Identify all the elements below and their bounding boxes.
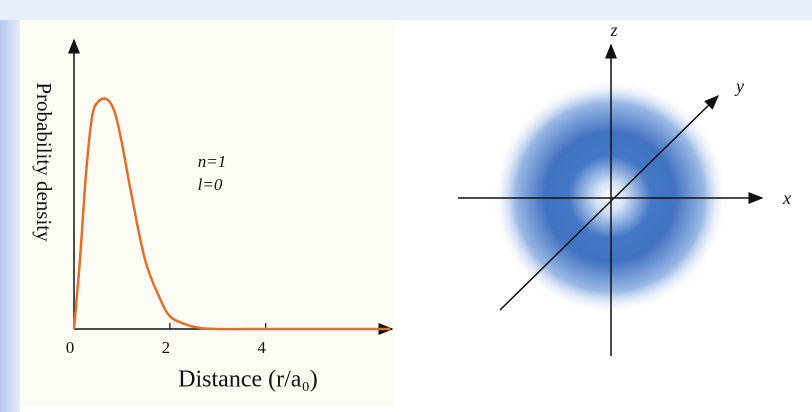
x-tick-label: 2 bbox=[162, 338, 171, 357]
plot-panel bbox=[22, 20, 395, 406]
top-band bbox=[0, 0, 812, 20]
figure: Probability density Distance (r/a₀) n=1 … bbox=[0, 0, 812, 412]
axis-label: y bbox=[734, 76, 744, 96]
x-tick-label: 0 bbox=[66, 338, 75, 357]
x-axis-label: Distance (r/a₀) bbox=[178, 367, 318, 393]
annotation: n=1 bbox=[198, 152, 226, 171]
electron-cloud bbox=[492, 79, 728, 315]
y-axis-label: Probability density bbox=[32, 82, 56, 242]
annotation: l=0 bbox=[198, 175, 223, 194]
axis-label: x bbox=[782, 188, 791, 208]
x-tick-label: 4 bbox=[257, 338, 266, 357]
axis-label: z bbox=[609, 20, 617, 40]
